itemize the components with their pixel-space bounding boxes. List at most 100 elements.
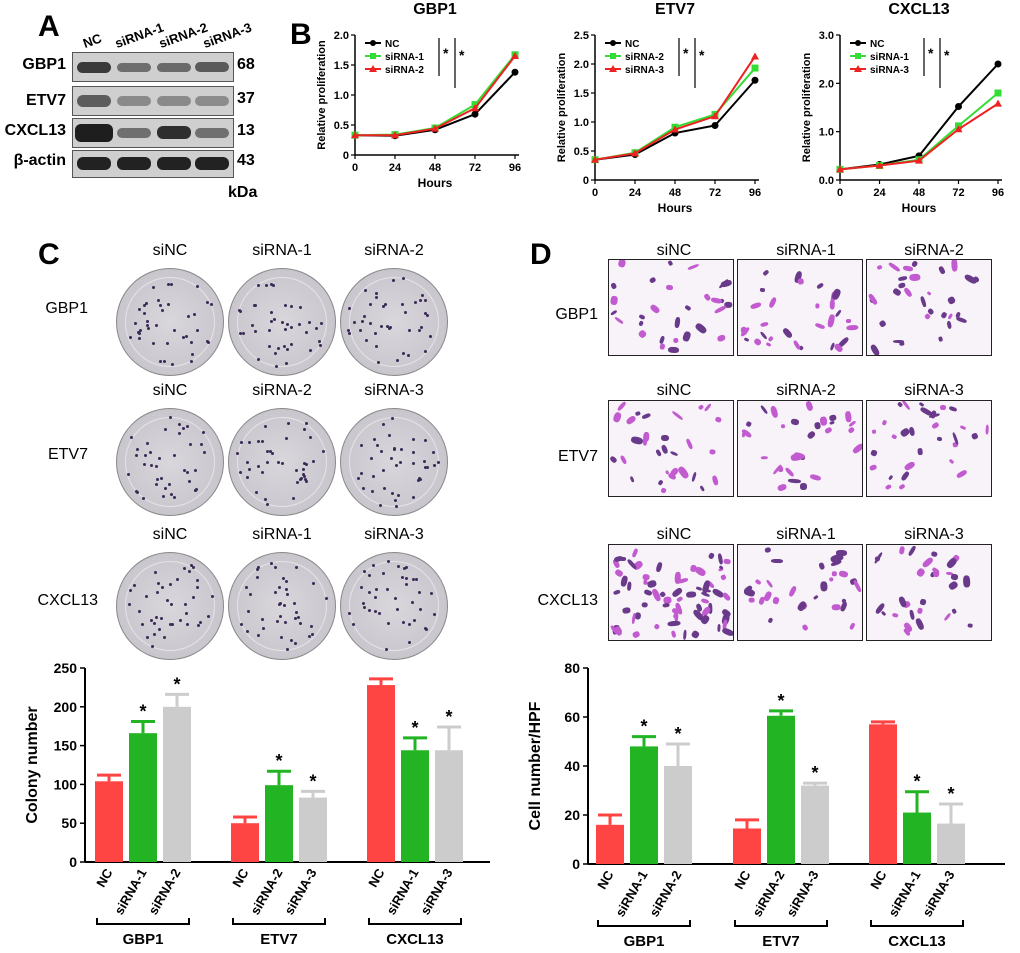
colony-dot <box>135 447 139 451</box>
colony-dot <box>177 432 181 436</box>
colony-dot <box>150 618 154 622</box>
colony-column-label: siRNA-2 <box>364 242 424 259</box>
x-tick-label: 48 <box>429 162 441 174</box>
colony-column-label: siRNA-1 <box>252 242 312 259</box>
x-tick-label: siRNA-3 <box>417 866 455 917</box>
stained-cell <box>638 329 648 340</box>
colony-dot <box>152 286 156 290</box>
series-line-sirna-2 <box>355 55 516 137</box>
colony-dot <box>400 575 404 579</box>
stained-cell <box>962 574 971 587</box>
group-label: ETV7 <box>762 933 800 950</box>
stained-cell <box>767 296 778 309</box>
stained-cell <box>892 340 904 344</box>
y-axis-label: Colony number <box>24 706 41 823</box>
x-tick-label: siRNA-2 <box>145 866 183 917</box>
stained-cell <box>682 330 692 343</box>
stained-cell <box>762 269 770 277</box>
colony-dot <box>375 444 379 448</box>
colony-dot <box>378 611 382 615</box>
colony-dot <box>138 308 142 312</box>
bar <box>265 785 293 862</box>
x-tick-label: 72 <box>952 187 964 199</box>
colony-dot <box>159 359 163 363</box>
stained-cell <box>694 322 709 336</box>
stained-cell <box>771 559 783 564</box>
y-axis-label: Relative proliferation <box>556 53 568 163</box>
transwell-row-label: GBP1 <box>555 306 598 323</box>
stained-cell <box>872 429 877 434</box>
colony-dot <box>157 627 161 631</box>
significance-star: * <box>699 47 705 63</box>
colony-dot <box>368 591 372 595</box>
line-chart-gbp1: GBP1 0 0.5 1.0 1.5 2.0 0 24 48 72 96 Hours Relative … <box>316 1 521 190</box>
colony-dot <box>186 470 190 474</box>
stained-cell <box>765 578 773 588</box>
data-point <box>591 155 599 163</box>
colony-dot <box>246 460 250 464</box>
y-tick-label: 0.0 <box>819 175 834 187</box>
colony-dot <box>307 321 311 325</box>
colony-column-label: siRNA-3 <box>364 526 424 543</box>
y-tick-label: 2.0 <box>334 30 349 42</box>
colony-dot <box>391 491 395 495</box>
legend-marker <box>370 53 376 59</box>
legend-marker <box>610 40 616 46</box>
colony-dot <box>142 497 145 501</box>
colony-dot <box>305 463 309 467</box>
stained-cell <box>955 316 968 325</box>
colony-dot <box>359 586 363 590</box>
colony-dish-image <box>228 408 336 516</box>
stained-cell <box>971 431 979 440</box>
colony-dot <box>265 450 269 454</box>
colony-dot <box>127 602 131 606</box>
stained-cell <box>884 484 893 491</box>
colony-dot <box>257 566 261 570</box>
colony-dot <box>423 298 427 302</box>
colony-dot <box>325 597 329 601</box>
data-point <box>631 149 639 157</box>
bar <box>129 733 157 862</box>
colony-dot <box>348 331 352 335</box>
colony-dot <box>172 453 176 457</box>
stained-cell <box>915 567 927 578</box>
colony-dot <box>142 462 146 466</box>
stained-cell <box>936 436 943 442</box>
stained-cell <box>648 303 661 315</box>
colony-dot <box>348 612 352 616</box>
stained-cell <box>614 315 625 325</box>
colony-dot <box>172 329 176 333</box>
colony-dot <box>398 460 402 464</box>
panel-label-b: B <box>290 18 312 51</box>
colony-dot <box>418 590 422 594</box>
y-tick-label: 2.0 <box>574 59 589 71</box>
colony-dot <box>185 623 189 627</box>
colony-dot <box>169 603 173 607</box>
stained-cell <box>613 589 622 596</box>
colony-dot <box>318 340 322 344</box>
colony-dot <box>206 341 210 345</box>
colony-dish-image <box>340 268 448 376</box>
colony-dot <box>397 564 401 568</box>
colony-dot <box>402 277 406 281</box>
colony-column-label: siRNA-2 <box>252 382 312 399</box>
wb-kda-unit: kDa <box>228 184 258 201</box>
colony-row-label: CXCL13 <box>37 592 98 609</box>
significance-star: * <box>777 691 784 711</box>
colony-dot <box>290 325 294 329</box>
colony-dot <box>202 451 206 455</box>
colony-dot <box>247 468 251 472</box>
group-bracket <box>734 920 828 927</box>
stained-cell <box>689 563 697 572</box>
bar <box>596 824 624 864</box>
colony-dot <box>365 338 369 342</box>
x-axis-label: Hours <box>658 201 693 215</box>
colony-dot <box>155 464 159 468</box>
colony-dot <box>282 576 286 580</box>
stained-cell <box>828 420 835 426</box>
stained-cell <box>846 324 859 331</box>
colony-dot <box>253 303 257 307</box>
significance-star: * <box>443 45 449 61</box>
stained-cell <box>760 455 768 460</box>
x-tick-label: 24 <box>629 187 642 199</box>
